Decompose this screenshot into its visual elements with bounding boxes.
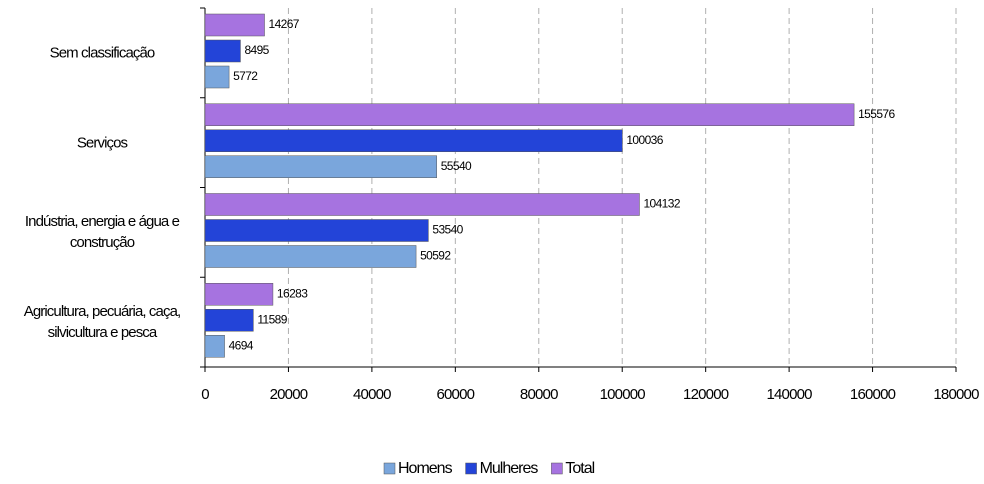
data-label: 50592 [420, 249, 451, 263]
y-tick-label: Indústria, energia e água e construção [24, 213, 180, 252]
data-label: 14267 [269, 17, 300, 31]
y-tick-label: Serviços [76, 134, 128, 152]
data-label: 8495 [244, 43, 269, 57]
bar [204, 13, 265, 37]
data-label: 5772 [233, 69, 258, 83]
bar [204, 335, 225, 358]
bar [204, 245, 417, 268]
legend-label: Total [565, 460, 594, 477]
legend-label: Homens [398, 460, 453, 477]
x-tick-label: 0 [201, 386, 209, 403]
legend-swatch [383, 462, 396, 475]
data-label: 100036 [626, 133, 663, 147]
data-label: 104132 [643, 197, 680, 211]
bar [204, 193, 640, 216]
data-label: 11589 [257, 312, 287, 326]
x-tick-label: 140000 [766, 386, 812, 403]
bar [204, 309, 254, 332]
legend-swatch [465, 462, 477, 475]
y-tick-label: Sem classificação [49, 44, 156, 62]
x-tick-label: 40000 [353, 386, 391, 403]
x-tick-label: 100000 [600, 386, 646, 403]
bar [204, 155, 437, 178]
legend-swatch [551, 462, 563, 475]
x-tick-label: 20000 [270, 386, 308, 403]
bar [204, 103, 855, 126]
bar [204, 39, 241, 63]
x-tick-label: 60000 [436, 386, 474, 403]
data-label: 53540 [432, 223, 463, 237]
data-label: 155576 [858, 107, 895, 121]
bar [204, 129, 623, 152]
y-tick-label: Agricultura, pecuária, caça, silvicultur… [23, 303, 181, 342]
data-label: 4694 [229, 338, 254, 352]
legend-label: Mulheres [480, 460, 539, 477]
x-tick-label: 180000 [933, 386, 979, 403]
bar [204, 219, 429, 242]
x-tick-label: 80000 [520, 386, 558, 403]
bar [204, 283, 274, 306]
bar [204, 65, 230, 89]
data-label: 55540 [441, 159, 472, 173]
x-tick-label: 160000 [850, 386, 896, 403]
x-tick-label: 120000 [683, 386, 729, 403]
data-label: 16283 [277, 286, 308, 300]
